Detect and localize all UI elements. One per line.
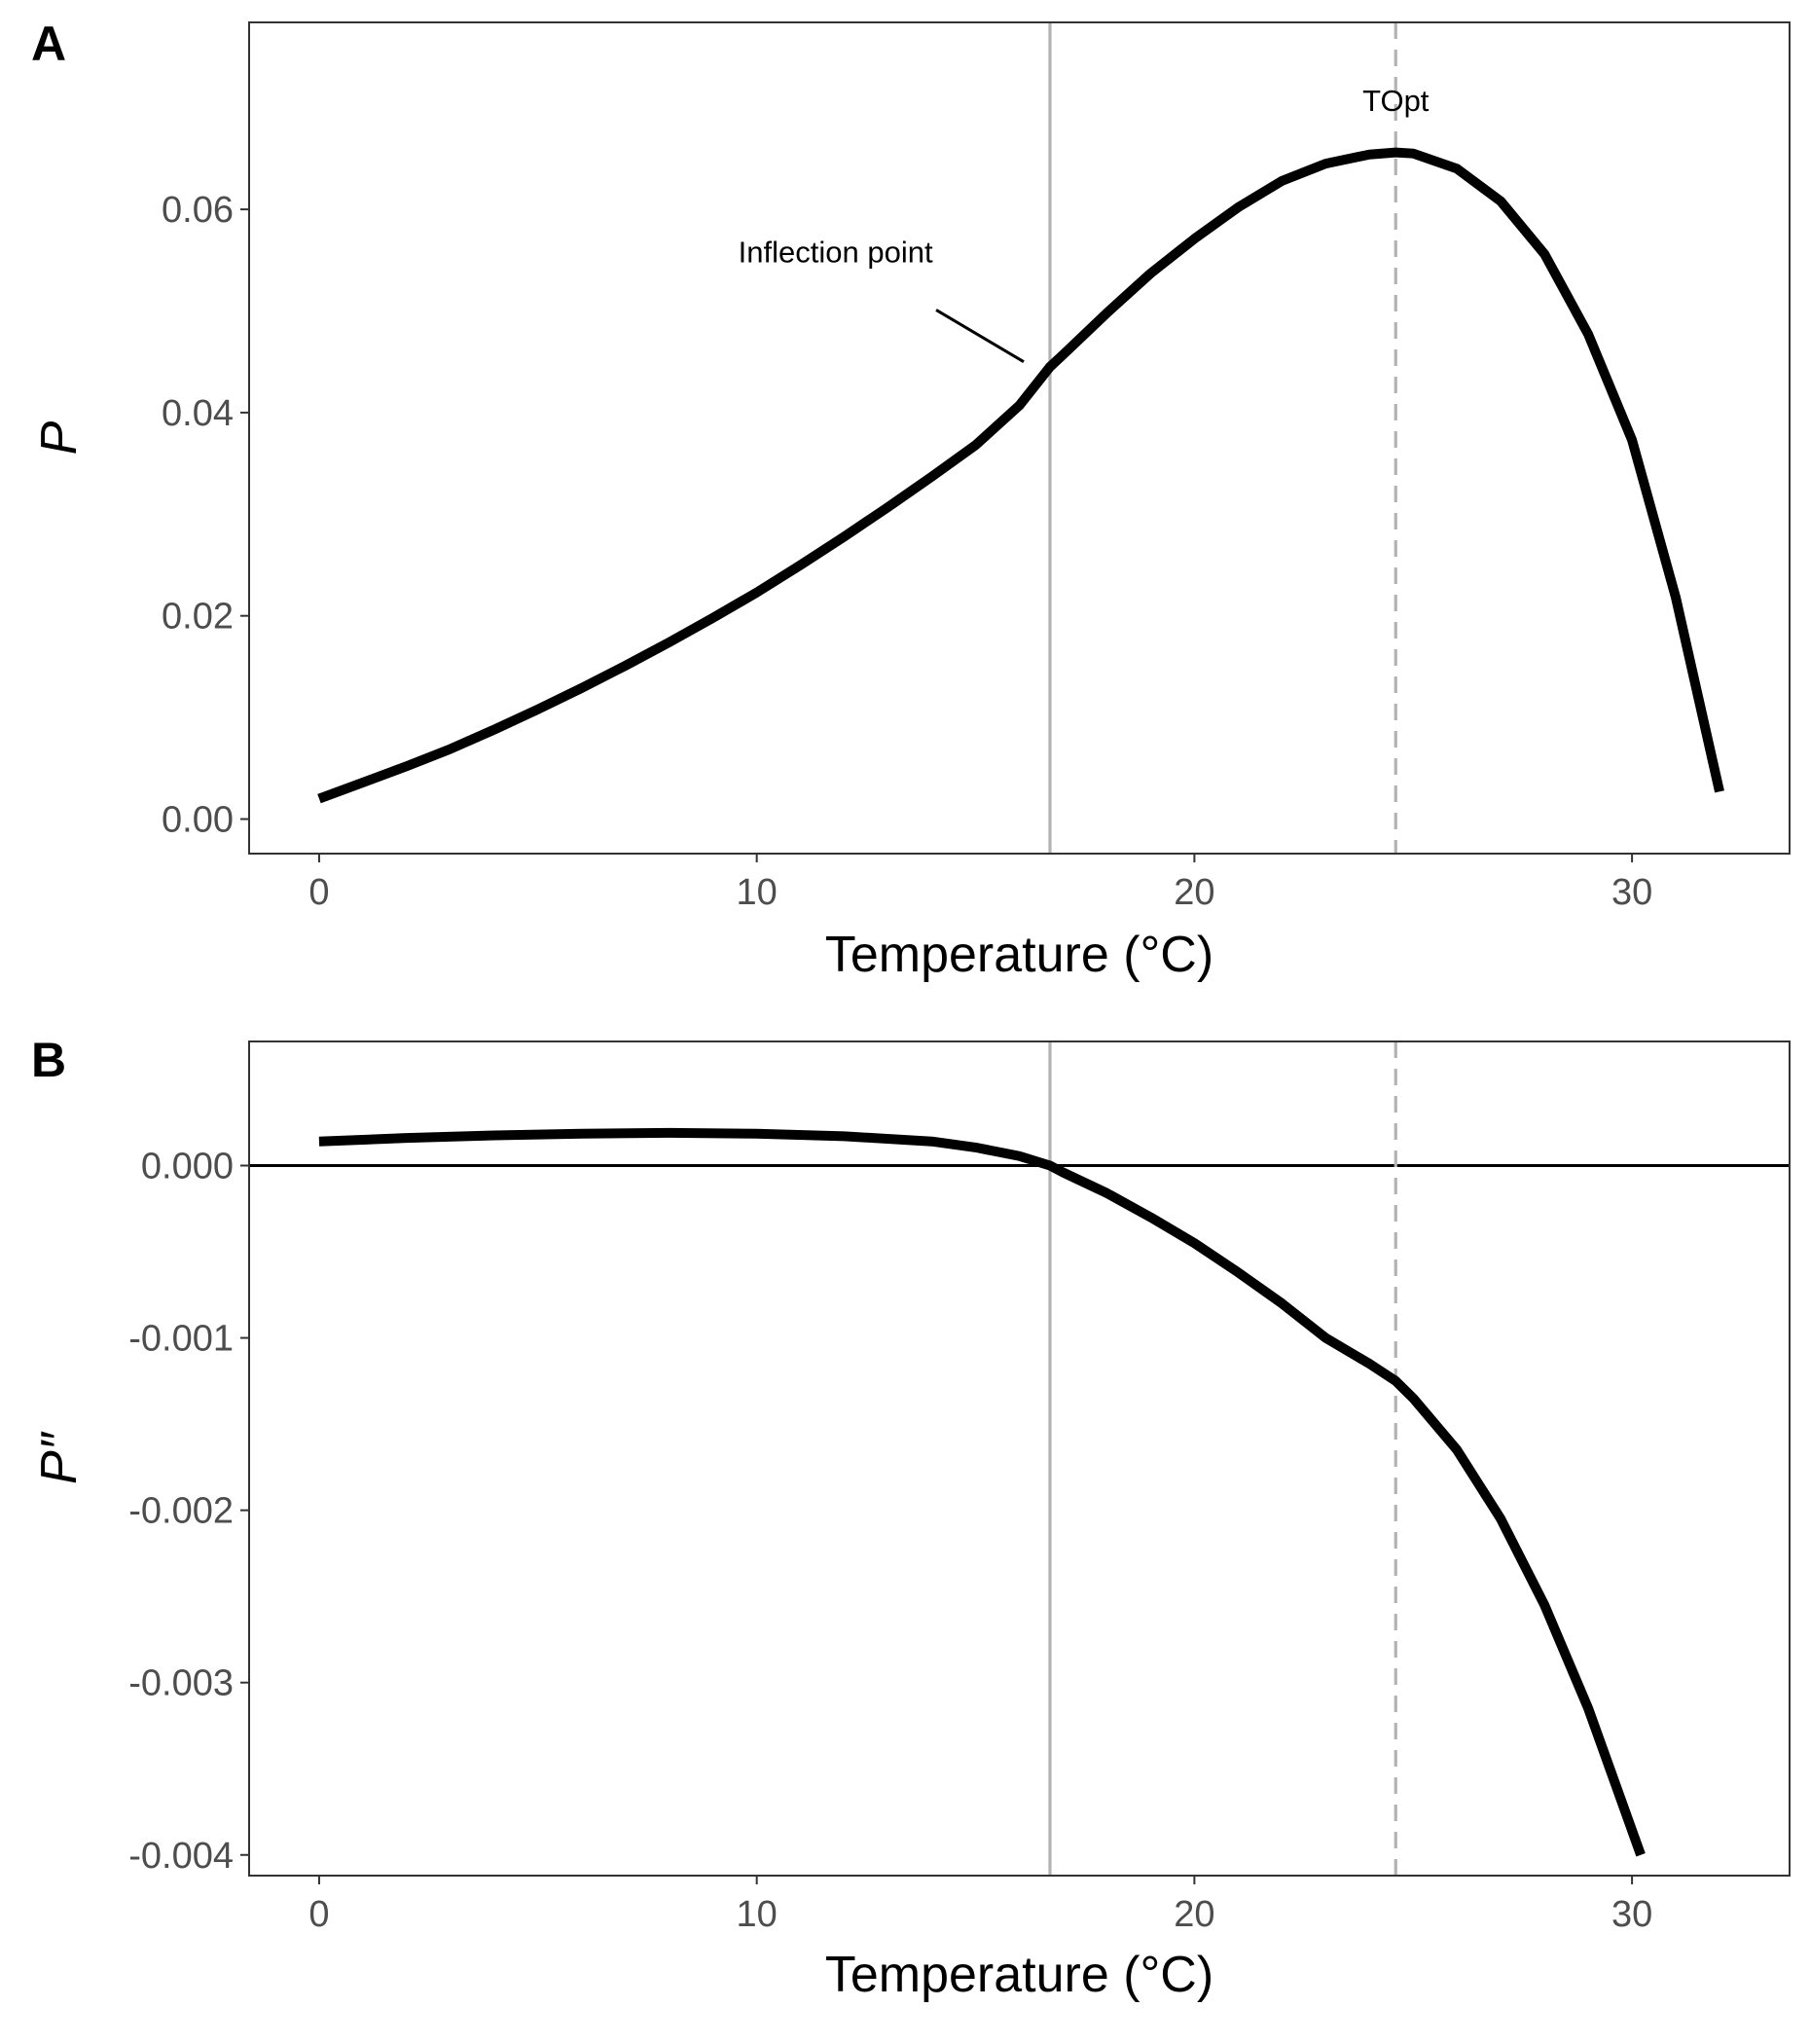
panel-a-plot-area: TOpt Inflection point 0 10 20 30 0.00 0.02 0.04 0… xyxy=(31,21,1791,983)
panel-b-y-axis-title: P″ xyxy=(31,1431,88,1484)
panel-a-y-tick-label: 0.06 xyxy=(162,190,234,231)
panel-b-plot-area: 0 10 20 30 0.000 -0.001 -0.002 -0.003 -0.004 Temp… xyxy=(31,1040,1791,2003)
panel-b-x-axis-title: Temperature (°C) xyxy=(825,1947,1213,2003)
panel-a-x-tick-label: 30 xyxy=(1611,872,1652,913)
panel-a-y-tick-label: 0.02 xyxy=(162,597,234,638)
panel-b-series-line xyxy=(318,1127,1646,1857)
panel-b-y-tick-label: -0.003 xyxy=(128,1663,234,1704)
panel-a-letter: A xyxy=(31,17,66,71)
panel-a-x-tick-label: 0 xyxy=(308,872,329,913)
panel-b-x-tick-label: 0 xyxy=(308,1894,329,1935)
panel-a-inflection-label: Inflection point xyxy=(739,235,933,269)
panel-a-y-tick-label: 0.00 xyxy=(162,800,234,841)
panel-a-x-tick-label: 20 xyxy=(1174,872,1214,913)
panel-a-series-line xyxy=(317,147,1724,804)
panel-b-x-tick-label: 20 xyxy=(1174,1894,1214,1935)
panel-b-y-tick-label: 0.000 xyxy=(141,1146,234,1186)
panel-a-topt-label: TOpt xyxy=(1362,84,1430,118)
panel-a-y-axis-title: P xyxy=(31,420,88,455)
panel-b-x-tick-label: 30 xyxy=(1611,1894,1652,1935)
panel-a-x-axis-title: Temperature (°C) xyxy=(825,927,1213,983)
panel-b-background xyxy=(249,1041,1790,1876)
panel-b: B 0 10 20 30 0.000 -0.001 -0.002 -0.003 -0.004 Te… xyxy=(31,1033,1791,2003)
panel-a-x-tick-label: 10 xyxy=(737,872,778,913)
panel-a-background xyxy=(249,22,1790,854)
panel-b-border xyxy=(248,1040,1791,1877)
panel-a: A TOpt Inflection point 0 10 20 30 0.00 0.02 0.0… xyxy=(31,17,1791,983)
panel-b-letter: B xyxy=(31,1033,66,1087)
panel-a-inflection-pointer xyxy=(935,309,1025,363)
panel-a-y-tick-label: 0.04 xyxy=(162,393,234,434)
panel-b-y-tick-label: -0.004 xyxy=(128,1836,234,1877)
panel-a-border xyxy=(248,21,1791,855)
panel-b-y-tick-label: -0.002 xyxy=(128,1491,234,1532)
panel-b-y-tick-label: -0.001 xyxy=(128,1319,234,1360)
panel-b-x-tick-label: 10 xyxy=(737,1894,778,1935)
